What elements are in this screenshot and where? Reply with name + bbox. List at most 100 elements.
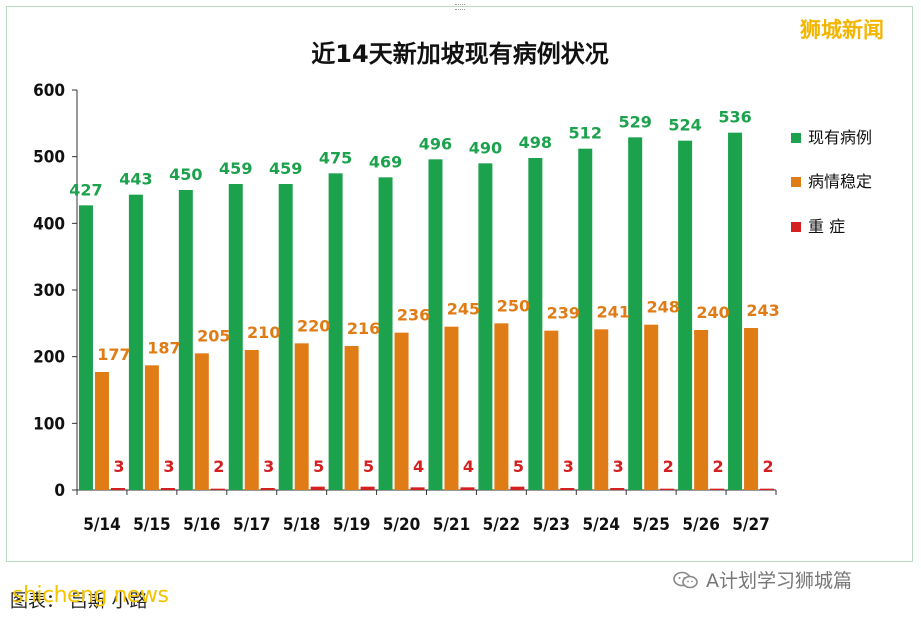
data-label: 5 [313,457,324,476]
bar-critical [460,487,475,490]
bar-current-cases [678,140,693,490]
bar-critical [310,486,325,490]
bar-critical [560,488,575,490]
x-tick-label: 5/18 [283,515,321,535]
bar-current-cases [178,190,193,490]
data-label: 5 [513,457,524,476]
bar-critical [410,487,425,490]
y-tick-label: 500 [33,148,65,168]
data-label: 459 [219,159,252,178]
bar-current-cases [478,163,493,491]
data-label: 3 [613,457,624,476]
bar-stable [494,323,509,490]
data-label: 490 [469,138,502,157]
x-tick-label: 5/16 [183,515,221,535]
watermark-logo-text: 狮城新闻 [800,18,884,42]
bar-stable [344,346,359,490]
x-tick-label: 5/21 [433,515,471,535]
data-label: 529 [618,112,651,131]
bar-current-cases [728,132,743,490]
bar-critical [510,486,525,490]
y-tick-label: 300 [33,281,65,301]
bar-current-cases [128,194,143,490]
data-label: 250 [497,296,530,315]
data-label: 5 [363,457,374,476]
bar-critical [760,488,775,490]
data-label: 3 [263,457,274,476]
bar-stable [594,329,609,490]
data-label: 243 [746,301,779,320]
bar-current-cases [528,158,543,490]
data-label: 2 [663,457,674,476]
bar-critical [710,488,725,490]
bar-current-cases [378,177,393,491]
data-label: 239 [547,304,580,323]
data-label: 475 [319,148,352,167]
x-tick-label: 5/23 [533,515,571,535]
legend-swatch [791,222,801,232]
bar-current-cases [578,148,593,490]
legend-label: 重 症 [808,217,845,236]
data-label: 443 [119,170,152,189]
x-tick-label: 5/15 [133,515,171,535]
data-label: 469 [369,152,402,171]
chart-bars [78,132,775,491]
data-label: 427 [69,180,102,199]
bar-stable [244,350,259,490]
bar-critical [610,488,625,490]
data-label: 205 [197,326,230,345]
brand-signature: A计划学习狮城篇 [672,566,852,593]
wechat-icon [673,571,698,588]
data-label: 187 [147,338,180,357]
bar-stable [194,353,209,490]
y-tick-label: 200 [33,348,65,368]
legend-swatch [791,133,801,143]
data-label: 496 [419,134,452,153]
data-label: 450 [169,165,202,184]
data-label: 3 [163,457,174,476]
bar-current-cases [228,184,243,490]
frame-resize-handle[interactable] [455,4,465,10]
data-label: 2 [713,457,724,476]
data-label: 177 [97,345,130,364]
data-label: 498 [519,133,552,152]
x-tick-label: 5/19 [333,515,371,535]
caption-watermark: shicheng news [12,583,169,608]
bar-current-cases [278,184,293,490]
x-tick-label: 5/24 [582,515,620,535]
x-tick-label: 5/22 [483,515,521,535]
x-tick-label: 5/25 [632,515,670,535]
bar-critical [110,488,125,490]
bar-stable [694,330,709,490]
legend-label: 病情稳定 [808,172,872,191]
bar-stable [644,324,659,490]
data-label: 524 [668,116,701,135]
data-label: 236 [397,306,430,325]
bar-stable [744,328,759,490]
data-label: 512 [569,124,602,143]
brand-text: A计划学习狮城篇 [706,570,852,592]
data-label: 2 [762,457,773,476]
data-label: 536 [718,108,751,127]
bar-stable [144,365,159,490]
data-label: 216 [347,319,380,338]
bar-current-cases [428,159,443,491]
data-label: 248 [646,298,679,317]
bar-stable [444,326,459,490]
y-tick-label: 600 [33,81,65,101]
bar-stable [294,343,309,490]
data-label: 3 [113,457,124,476]
data-label: 3 [563,457,574,476]
y-tick-label: 0 [54,481,65,501]
chart-title: 近14天新加坡现有病例状况 [311,40,608,68]
bar-critical [210,488,225,490]
bar-current-cases [628,137,643,491]
legend-label: 现有病例 [808,128,872,147]
data-label: 459 [269,159,302,178]
x-tick-label: 5/17 [233,515,271,535]
y-tick-label: 100 [33,414,65,434]
bar-stable [394,332,409,490]
bar-current-cases [78,205,93,491]
